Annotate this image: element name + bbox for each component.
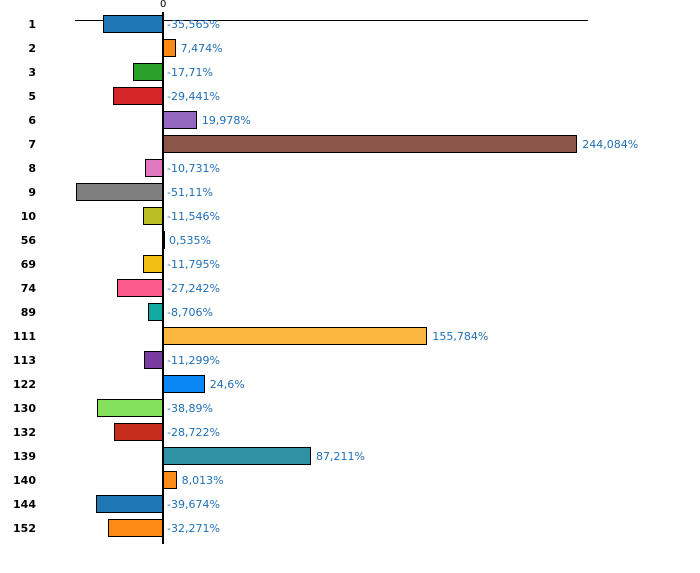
bar-row: 56 0,535% xyxy=(0,228,700,252)
value-label: 8,013% xyxy=(181,474,224,487)
bar[interactable] xyxy=(163,375,205,393)
bar[interactable] xyxy=(142,255,163,273)
bar[interactable] xyxy=(102,15,163,33)
bar[interactable] xyxy=(163,327,428,345)
category-label: 74 xyxy=(20,282,36,295)
category-label: 139 xyxy=(13,450,36,463)
bar[interactable] xyxy=(116,279,163,297)
bar-row: 144 -39,674% xyxy=(0,492,700,516)
bar[interactable] xyxy=(143,351,163,369)
bar-row: 1 -35,565% xyxy=(0,12,700,36)
bar[interactable] xyxy=(113,87,163,105)
bar[interactable] xyxy=(163,111,197,129)
bar[interactable] xyxy=(163,135,578,153)
bar[interactable] xyxy=(163,231,165,249)
category-label: 140 xyxy=(13,474,36,487)
top-axis-rule xyxy=(75,20,588,21)
bar[interactable] xyxy=(97,399,163,417)
bar[interactable] xyxy=(132,63,163,81)
bar-row: 10 -11,546% xyxy=(0,204,700,228)
category-label: 10 xyxy=(20,210,36,223)
category-label: 111 xyxy=(13,330,36,343)
value-label: -51,11% xyxy=(167,186,213,199)
bar-row: 69 -11,795% xyxy=(0,252,700,276)
value-label: -11,795% xyxy=(167,258,220,271)
value-label: -28,722% xyxy=(167,426,220,439)
value-label: -17,71% xyxy=(167,66,213,79)
category-label: 9 xyxy=(28,186,36,199)
value-label: 19,978% xyxy=(201,114,251,127)
bar-row: 130 -38,89% xyxy=(0,396,700,420)
bar-row: 122 24,6% xyxy=(0,372,700,396)
bar-row: 8 -10,731% xyxy=(0,156,700,180)
value-label: -10,731% xyxy=(167,162,220,175)
bar[interactable] xyxy=(143,207,163,225)
category-label: 5 xyxy=(28,90,36,103)
bar-row: 111 155,784% xyxy=(0,324,700,348)
value-label: -29,441% xyxy=(167,90,220,103)
category-label: 113 xyxy=(13,354,36,367)
value-label: -27,242% xyxy=(167,282,220,295)
value-label: -8,706% xyxy=(167,306,213,319)
bar-row: 7 244,084% xyxy=(0,132,700,156)
bar-row: 113 -11,299% xyxy=(0,348,700,372)
bar[interactable] xyxy=(76,183,163,201)
category-label: 6 xyxy=(28,114,36,127)
bar-row: 74 -27,242% xyxy=(0,276,700,300)
value-label: -32,271% xyxy=(167,522,220,535)
bar[interactable] xyxy=(108,519,163,537)
zero-axis-line xyxy=(162,12,164,544)
bar-row: 5 -29,441% xyxy=(0,84,700,108)
value-label: 0,535% xyxy=(169,234,211,247)
value-label: -11,546% xyxy=(167,210,220,223)
bar[interactable] xyxy=(148,303,163,321)
value-label: 24,6% xyxy=(209,378,245,391)
bar-row: 2 7,474% xyxy=(0,36,700,60)
bar-row: 89 -8,706% xyxy=(0,300,700,324)
category-label: 1 xyxy=(28,18,36,31)
category-label: 69 xyxy=(20,258,36,271)
bar[interactable] xyxy=(163,447,311,465)
category-label: 8 xyxy=(28,162,36,175)
value-label: -35,565% xyxy=(167,18,220,31)
bar[interactable] xyxy=(163,471,177,489)
bar[interactable] xyxy=(144,159,163,177)
category-label: 56 xyxy=(20,234,36,247)
bar[interactable] xyxy=(163,39,176,57)
value-label: -39,674% xyxy=(167,498,220,511)
category-label: 144 xyxy=(13,498,36,511)
value-label: 87,211% xyxy=(315,450,365,463)
category-label: 152 xyxy=(13,522,36,535)
bar-row: 6 19,978% xyxy=(0,108,700,132)
bar-row: 139 87,211% xyxy=(0,444,700,468)
bar-row: 3 -17,71% xyxy=(0,60,700,84)
category-label: 2 xyxy=(28,42,36,55)
value-label: -38,89% xyxy=(167,402,213,415)
bar-row: 140 8,013% xyxy=(0,468,700,492)
value-label: 155,784% xyxy=(432,330,489,343)
category-label: 89 xyxy=(20,306,36,319)
value-label: -11,299% xyxy=(167,354,220,367)
zero-tick-label: 0 xyxy=(160,0,167,10)
bar[interactable] xyxy=(95,495,163,513)
bar-row: 9 -51,11% xyxy=(0,180,700,204)
category-label: 122 xyxy=(13,378,36,391)
value-label: 7,474% xyxy=(180,42,223,55)
value-label: 244,084% xyxy=(582,138,639,151)
category-label: 3 xyxy=(28,66,36,79)
category-label: 132 xyxy=(13,426,36,439)
bar-row: 152 -32,271% xyxy=(0,516,700,540)
category-label: 7 xyxy=(28,138,36,151)
bar-row: 132 -28,722% xyxy=(0,420,700,444)
category-label: 130 xyxy=(13,402,36,415)
bar[interactable] xyxy=(114,423,163,441)
